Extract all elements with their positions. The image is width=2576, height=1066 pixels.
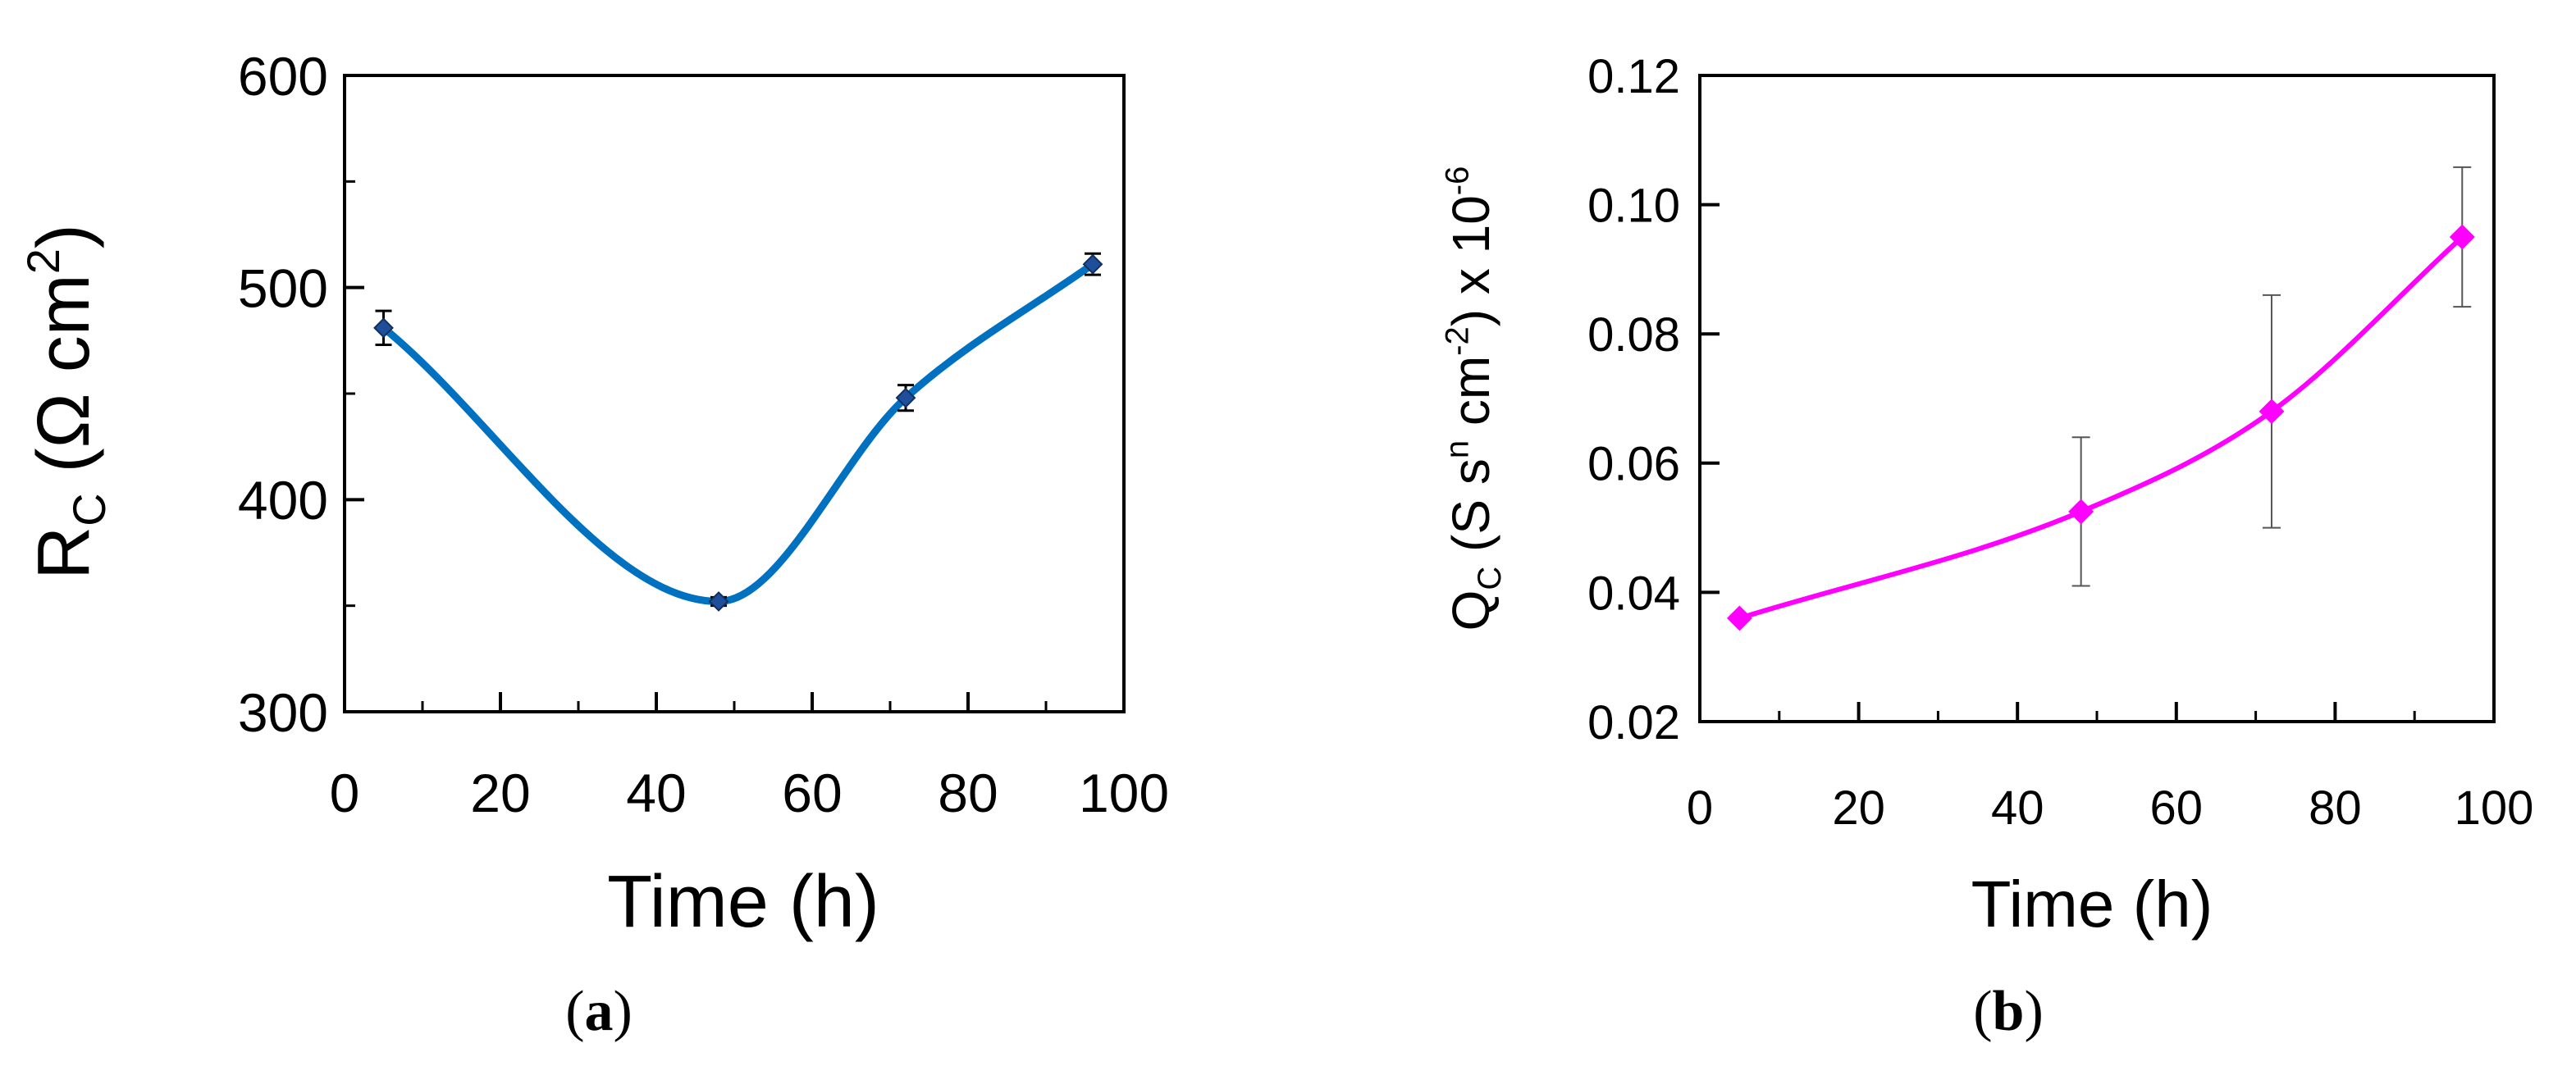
- x-tick-label: 100: [1079, 763, 1169, 823]
- chart-panel-b: 0 20 40 60 80 100 0.02 0.04 0.06 0.08 0.10 0.12 Time…: [1439, 50, 2533, 941]
- x-tick-label: 80: [938, 763, 998, 823]
- data-point: [2449, 224, 2475, 250]
- series-line: [380, 260, 1097, 605]
- x-tick-label: 20: [470, 763, 530, 823]
- x-tick-label: 40: [1991, 781, 2044, 835]
- y-tick-label: 300: [238, 682, 328, 743]
- y-tick-label: 0.02: [1587, 696, 1680, 749]
- y-tick-label: 0.10: [1587, 179, 1680, 232]
- data-point: [895, 387, 916, 408]
- plot-frame: [1698, 74, 2496, 723]
- plot-frame: [343, 74, 1126, 713]
- data-point: [2068, 499, 2094, 525]
- data-point: [708, 591, 729, 612]
- x-tick-label: 0: [1687, 781, 1713, 835]
- panel-label-a: (a): [565, 980, 633, 1043]
- y-tick-label: 600: [238, 46, 328, 107]
- panel-labels: (a) (b): [565, 980, 2044, 1043]
- y-axis-title: QC (S sn cm-2) x 10-6: [1439, 166, 1508, 631]
- y-tick-label: 500: [238, 257, 328, 318]
- data-point: [2259, 399, 2285, 425]
- data-point: [1726, 605, 1752, 631]
- y-tick-label: 0.12: [1587, 50, 1680, 103]
- x-tick-label: 20: [1832, 781, 1885, 835]
- y-axis-title: RC (Ω cm2): [17, 224, 115, 580]
- y-tick-label: 400: [238, 470, 328, 531]
- panel-label-b: (b): [1973, 980, 2044, 1043]
- x-tick-label: 100: [2455, 781, 2534, 835]
- x-tick-label: 80: [2309, 781, 2362, 835]
- x-tick-label: 60: [782, 763, 842, 823]
- x-axis-title: Time (h): [1971, 868, 2213, 941]
- x-axis-title: Time (h): [607, 861, 879, 943]
- y-tick-label: 0.04: [1587, 567, 1680, 620]
- data-point: [373, 317, 394, 339]
- x-tick-label: 0: [330, 763, 360, 823]
- chart-panel-a: 0 20 40 60 80 100 300 400 500 600 Time (h) RC (Ω cm…: [17, 46, 1169, 943]
- data-point: [1082, 253, 1103, 275]
- y-tick-label: 0.08: [1587, 308, 1680, 362]
- x-tick-label: 60: [2150, 781, 2204, 835]
- series-line: [1737, 235, 2465, 621]
- y-tick-label: 0.06: [1587, 438, 1680, 491]
- x-tick-label: 40: [626, 763, 686, 823]
